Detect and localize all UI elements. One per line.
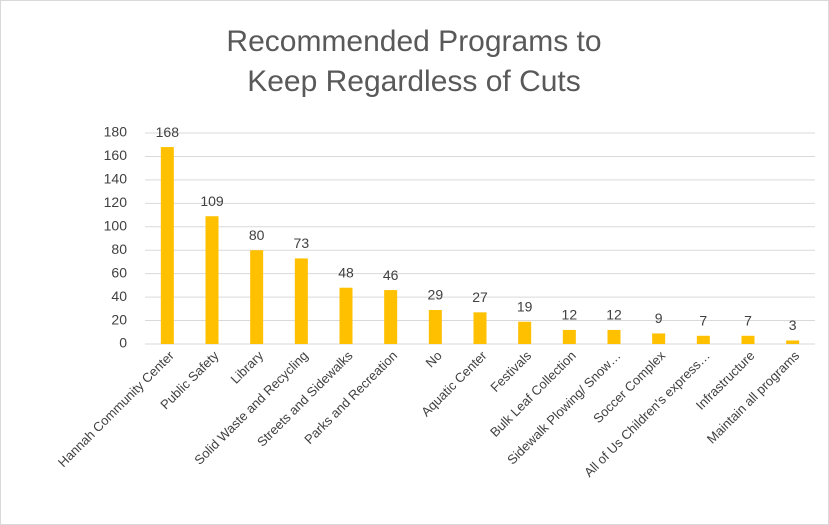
bar — [562, 329, 576, 344]
bar — [786, 340, 800, 344]
data-label: 80 — [249, 227, 265, 243]
y-tick-label: 160 — [104, 147, 128, 163]
y-tick-label: 20 — [111, 311, 127, 327]
data-label: 48 — [338, 264, 354, 280]
data-label: 168 — [156, 124, 180, 140]
bar — [384, 290, 398, 344]
bar — [518, 321, 532, 344]
data-label: 12 — [606, 307, 622, 323]
bar — [160, 147, 174, 344]
bar — [473, 312, 487, 344]
data-label: 109 — [200, 193, 224, 209]
data-label: 7 — [699, 312, 707, 328]
y-tick-label: 0 — [119, 335, 127, 351]
bar — [696, 335, 710, 344]
y-tick-label: 40 — [111, 288, 127, 304]
bar — [741, 335, 755, 344]
data-label: 19 — [517, 298, 533, 314]
data-label: 46 — [383, 267, 399, 283]
bar — [250, 250, 264, 344]
data-label: 12 — [562, 307, 578, 323]
x-tick-label: No — [423, 348, 445, 370]
data-label: 27 — [472, 289, 488, 305]
y-tick-label: 80 — [111, 241, 127, 257]
y-tick-label: 180 — [104, 124, 128, 140]
bar — [652, 333, 666, 344]
y-tick-label: 60 — [111, 264, 127, 280]
chart-title: Recommended Programs to Keep Regardless … — [226, 25, 602, 98]
data-label: 3 — [789, 317, 797, 333]
data-label: 9 — [655, 310, 663, 326]
data-label: 73 — [294, 235, 310, 251]
x-tick-label: Bulk Leaf Collection — [487, 348, 579, 440]
x-tick-label: Library — [228, 348, 267, 387]
bar — [294, 258, 308, 344]
bar — [607, 329, 621, 344]
data-label: 29 — [428, 287, 444, 303]
x-tick-label: Hannah Community Center — [55, 347, 177, 469]
data-label: 7 — [744, 312, 752, 328]
y-tick-label: 120 — [104, 194, 128, 210]
bar — [339, 287, 353, 344]
bar — [205, 216, 219, 344]
y-tick-label: 140 — [104, 171, 128, 187]
y-tick-label: 100 — [104, 217, 128, 233]
bar — [428, 310, 442, 344]
